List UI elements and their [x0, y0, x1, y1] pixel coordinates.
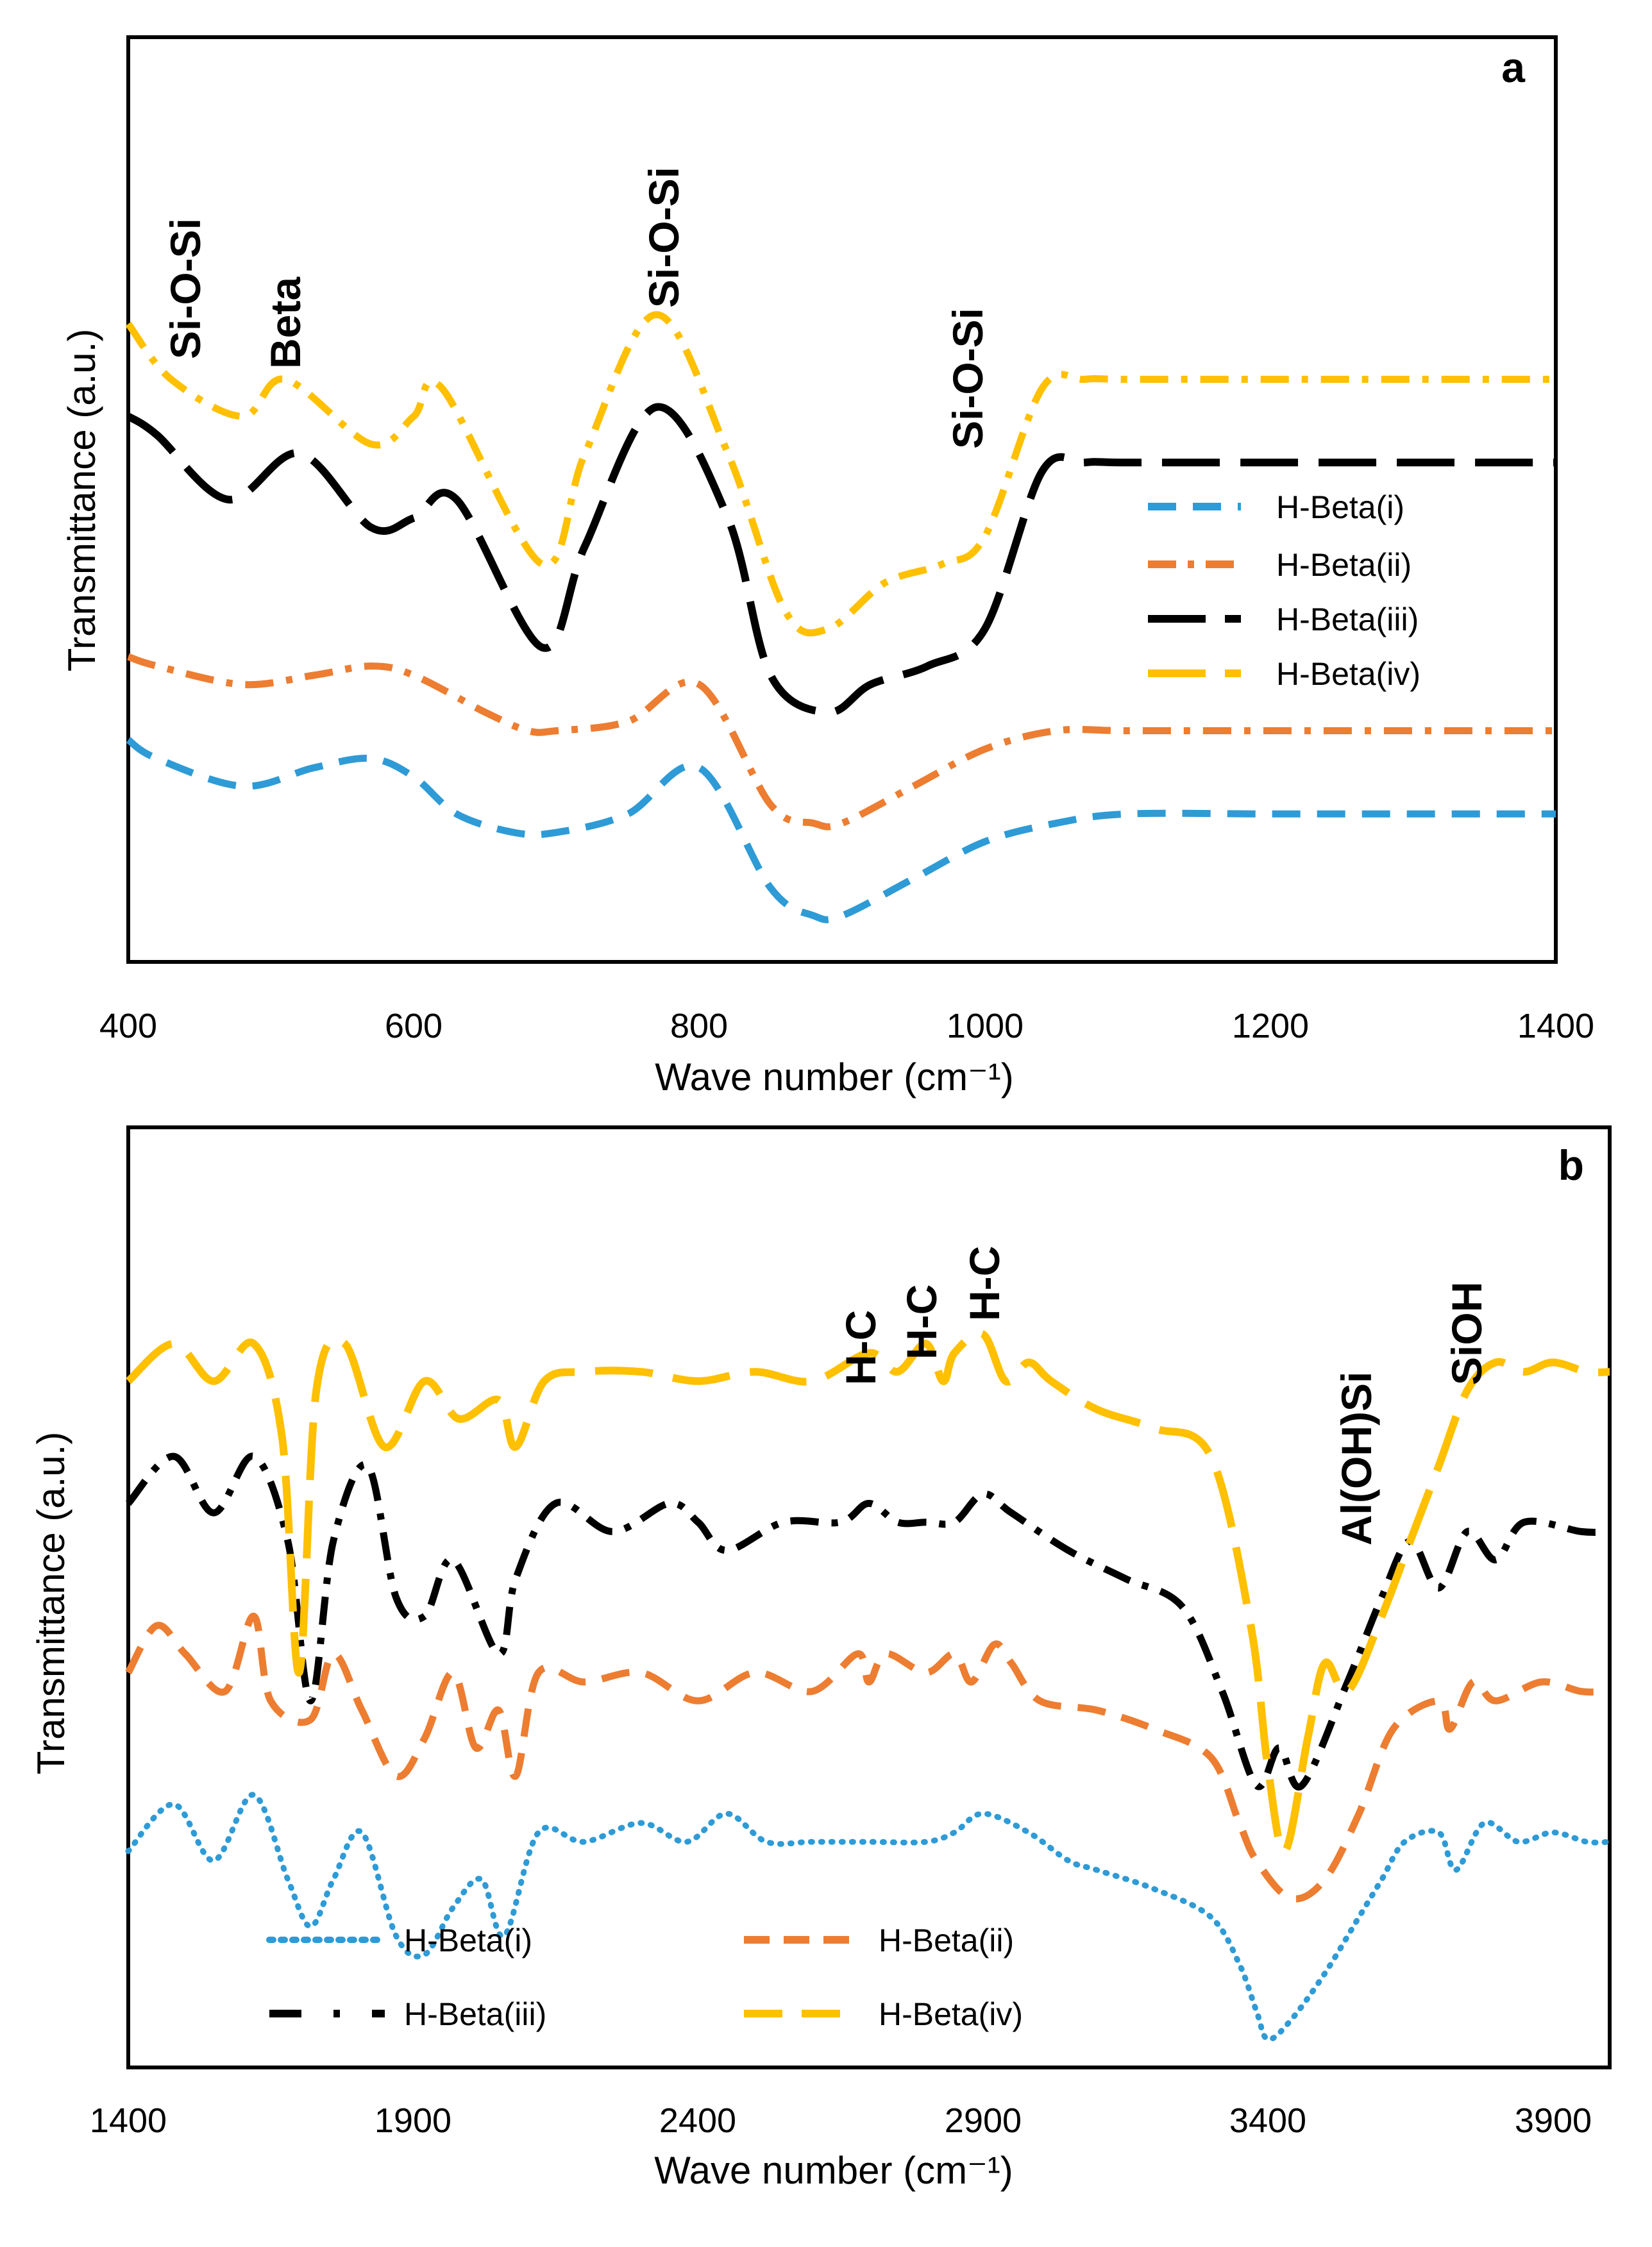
panel-b-xtick-1: 1400	[90, 2101, 167, 2140]
panel-b-series-line-4	[125, 1329, 1610, 1855]
panel-a-series-line-3	[126, 403, 1556, 716]
panel-b-series-group	[125, 1329, 1613, 2042]
panel-a-annotation-2: Beta	[262, 276, 309, 369]
panel-b-x-ticks: 1400 1900 2400 2900 3400 3900	[90, 2101, 1592, 2140]
panel-a-x-ticks: 400 600 800 1000 1200 1400	[99, 1007, 1594, 1045]
panel-a-legend-item-1: H-Beta(i)	[1148, 489, 1404, 525]
panel-b-annotation-5: SiOH	[1443, 1282, 1490, 1385]
panel-a-legend-label-3: H-Beta(iii)	[1276, 602, 1419, 637]
panel-b-legend-label-2: H-Beta(ii)	[879, 1923, 1014, 1958]
panel-b-annotation-4: Al(OH)Si	[1333, 1372, 1380, 1545]
panel-b-letter: b	[1558, 1141, 1584, 1189]
panel-b-series-line-2	[125, 1612, 1610, 1903]
panel-a-legend-item-4: H-Beta(iv)	[1148, 656, 1420, 692]
panel-b-xtick-4: 2900	[945, 2101, 1022, 2140]
panel-a-xtick-2: 600	[385, 1007, 442, 1045]
panel-a-y-axis-title: Transmittance (a.u.)	[60, 329, 103, 672]
panel-b-y-axis-title: Transmittance (a.u.)	[30, 1432, 72, 1775]
panel-b-xtick-3: 2400	[659, 2101, 736, 2140]
panel-a-xtick-1: 400	[99, 1007, 157, 1045]
panel-a-series-line-4	[125, 311, 1556, 637]
panel-a-annotation-4: Si-O-Si	[944, 308, 991, 449]
panel-b-annotation-3: H-C	[961, 1246, 1008, 1321]
panel-a-letter: a	[1501, 44, 1526, 91]
panel-a: a Si-O-Si Beta Si-O-Si Si-O-Si H-Beta(i)…	[60, 35, 1594, 1098]
panel-a-legend-item-2: H-Beta(ii)	[1148, 547, 1412, 583]
panel-b-annotation-2: H-C	[898, 1284, 945, 1359]
panel-b-x-axis-title: Wave number (cm⁻¹)	[654, 2149, 1013, 2192]
panel-a-series-line-1	[126, 737, 1556, 923]
panel-b-legend-item-2: H-Beta(ii)	[744, 1923, 1014, 1958]
panel-a-x-axis-title: Wave number (cm⁻¹)	[655, 1056, 1014, 1098]
panel-a-annotation-1: Si-O-Si	[162, 218, 209, 359]
panel-a-xtick-4: 1000	[947, 1007, 1024, 1045]
panel-a-xtick-3: 800	[670, 1007, 728, 1045]
panel-a-legend-label-2: H-Beta(ii)	[1276, 547, 1412, 583]
panel-a-xtick-5: 1200	[1232, 1007, 1309, 1045]
panel-b-xtick-2: 1900	[375, 2101, 451, 2140]
panel-a-legend-label-4: H-Beta(iv)	[1276, 656, 1420, 692]
panel-b-legend-label-3: H-Beta(iii)	[404, 1996, 546, 2032]
panel-a-annotation-3: Si-O-Si	[640, 167, 687, 308]
panel-b-legend-item-3: H-Beta(iii)	[269, 1996, 546, 2032]
panel-b-legend-item-1: H-Beta(i)	[266, 1923, 532, 1958]
panel-b-legend-label-4: H-Beta(iv)	[879, 1996, 1023, 2032]
panel-b-legend-item-4: H-Beta(iv)	[744, 1996, 1023, 2032]
panel-b-xtick-5: 3400	[1229, 2101, 1306, 2140]
panel-a-legend-item-3: H-Beta(iii)	[1148, 602, 1419, 637]
panel-a-series-group	[125, 311, 1556, 923]
panel-b-series-line-3	[125, 1452, 1610, 1791]
panel-a-legend-label-1: H-Beta(i)	[1276, 489, 1404, 525]
panel-b-xtick-6: 3900	[1515, 2101, 1592, 2140]
panel-a-xtick-6: 1400	[1517, 1007, 1594, 1045]
panel-a-legend: H-Beta(i) H-Beta(ii) H-Beta(iii) H-Beta(…	[1148, 489, 1420, 692]
panel-b-legend-label-1: H-Beta(i)	[404, 1923, 532, 1958]
panel-b-legend: H-Beta(i) H-Beta(ii) H-Beta(iii) H-Beta(…	[266, 1923, 1023, 2032]
panel-b-annotation-1: H-C	[837, 1310, 884, 1385]
panel-b: b H-C H-C H-C Al(OH)Si SiOH H-Beta(i) H-…	[30, 1125, 1613, 2192]
panel-a-frame	[126, 35, 1558, 964]
panel-b-series-line-1	[125, 1792, 1613, 2042]
